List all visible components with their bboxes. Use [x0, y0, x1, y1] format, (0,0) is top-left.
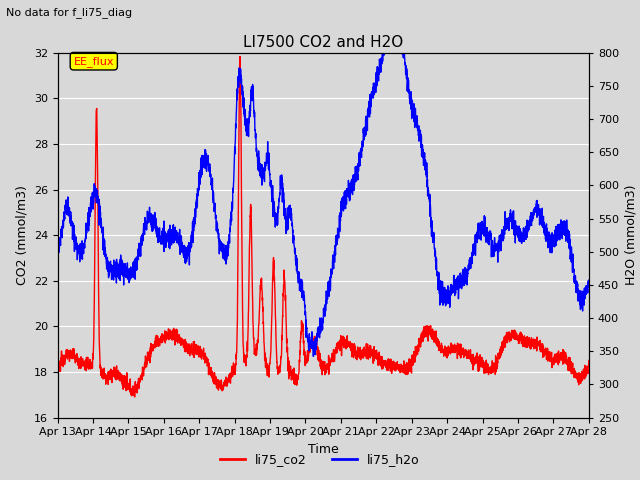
Text: No data for f_li75_diag: No data for f_li75_diag: [6, 7, 132, 18]
Title: LI7500 CO2 and H2O: LI7500 CO2 and H2O: [243, 35, 403, 50]
Text: EE_flux: EE_flux: [74, 56, 114, 67]
Y-axis label: CO2 (mmol/m3): CO2 (mmol/m3): [15, 185, 28, 285]
Y-axis label: H2O (mmol/m3): H2O (mmol/m3): [625, 185, 637, 286]
X-axis label: Time: Time: [308, 443, 339, 456]
Legend: li75_co2, li75_h2o: li75_co2, li75_h2o: [215, 448, 425, 471]
